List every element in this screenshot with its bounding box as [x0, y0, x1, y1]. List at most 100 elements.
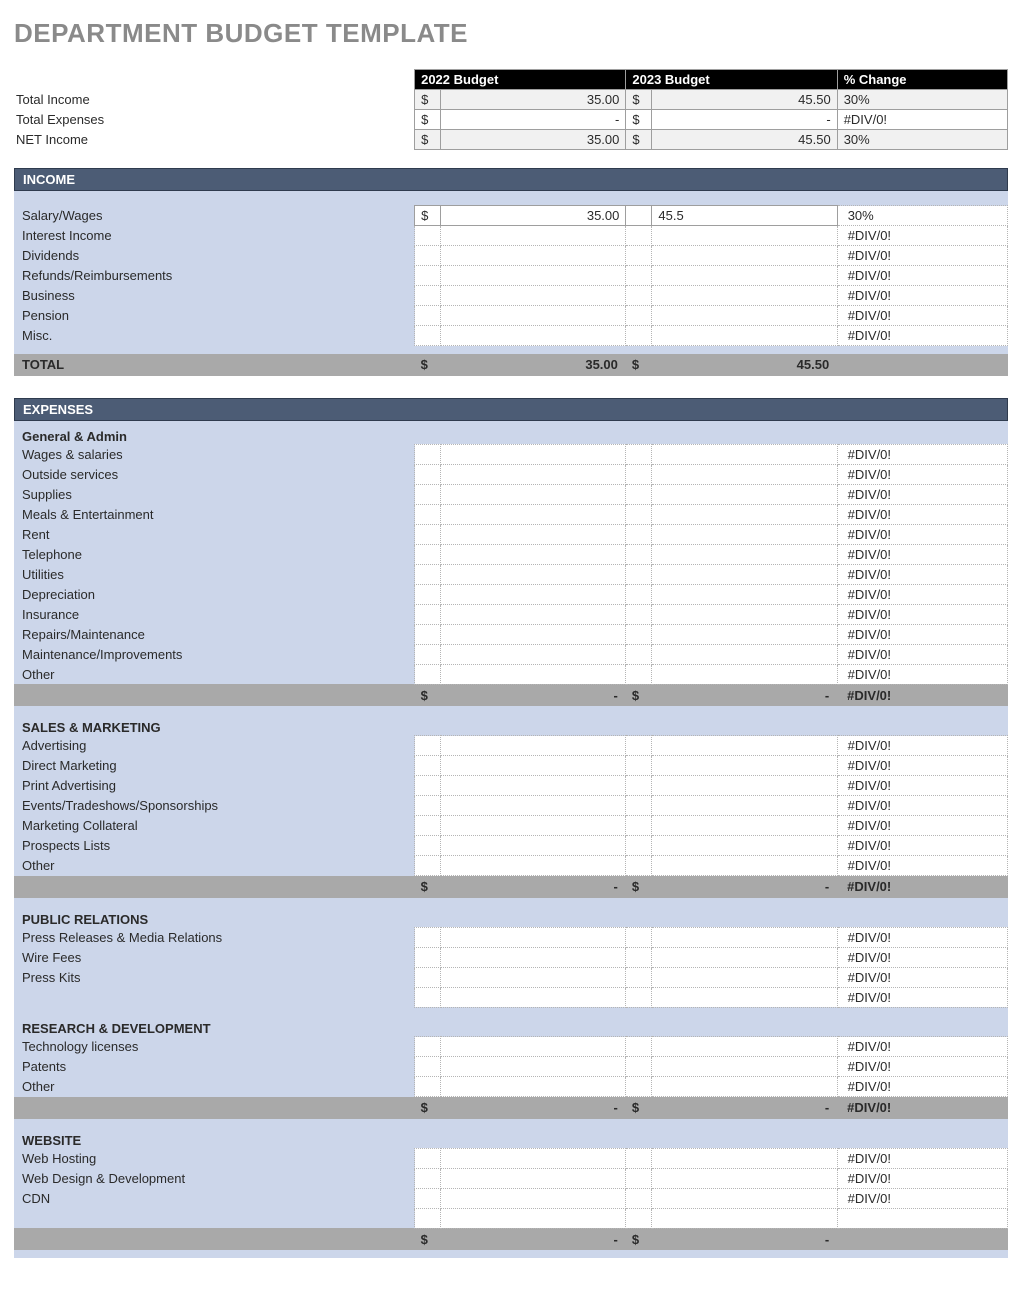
income-value-2023[interactable] [652, 326, 837, 346]
expense-currency-2023[interactable] [626, 736, 652, 756]
expense-value-2022[interactable] [441, 544, 626, 564]
expense-currency-2022[interactable] [415, 464, 441, 484]
expense-currency-2022[interactable] [415, 624, 441, 644]
expense-currency-2022[interactable] [415, 736, 441, 756]
expense-currency-2023[interactable] [626, 987, 652, 1007]
expense-currency-2023[interactable] [626, 756, 652, 776]
income-currency-2022[interactable] [415, 286, 441, 306]
expense-value-2023[interactable] [652, 504, 837, 524]
income-currency-2023[interactable] [626, 206, 652, 226]
expense-currency-2023[interactable] [626, 464, 652, 484]
expense-value-2023[interactable] [652, 464, 837, 484]
income-currency-2023[interactable] [626, 326, 652, 346]
expense-currency-2023[interactable] [626, 604, 652, 624]
expense-currency-2022[interactable] [415, 756, 441, 776]
expense-currency-2022[interactable] [415, 544, 441, 564]
expense-currency-2023[interactable] [626, 1208, 652, 1228]
expense-currency-2022[interactable] [415, 927, 441, 947]
expense-currency-2023[interactable] [626, 947, 652, 967]
expense-value-2022[interactable] [441, 1057, 626, 1077]
expense-currency-2022[interactable] [415, 1208, 441, 1228]
expense-value-2022[interactable] [441, 444, 626, 464]
expense-currency-2022[interactable] [415, 504, 441, 524]
expense-currency-2023[interactable] [626, 836, 652, 856]
expense-value-2022[interactable] [441, 816, 626, 836]
expense-value-2022[interactable] [441, 504, 626, 524]
expense-value-2023[interactable] [652, 644, 837, 664]
expense-currency-2022[interactable] [415, 967, 441, 987]
income-currency-2023[interactable] [626, 286, 652, 306]
expense-value-2023[interactable] [652, 524, 837, 544]
expense-currency-2023[interactable] [626, 644, 652, 664]
expense-value-2023[interactable] [652, 1168, 837, 1188]
expense-value-2022[interactable] [441, 644, 626, 664]
expense-value-2023[interactable] [652, 1188, 837, 1208]
expense-value-2023[interactable] [652, 736, 837, 756]
expense-value-2023[interactable] [652, 544, 837, 564]
income-currency-2023[interactable] [626, 226, 652, 246]
expense-value-2023[interactable] [652, 796, 837, 816]
expense-value-2023[interactable] [652, 604, 837, 624]
expense-value-2022[interactable] [441, 967, 626, 987]
expense-value-2023[interactable] [652, 756, 837, 776]
expense-currency-2023[interactable] [626, 564, 652, 584]
expense-currency-2023[interactable] [626, 1188, 652, 1208]
expense-value-2022[interactable] [441, 604, 626, 624]
income-value-2022[interactable] [441, 266, 626, 286]
expense-currency-2022[interactable] [415, 987, 441, 1007]
expense-value-2022[interactable] [441, 484, 626, 504]
expense-currency-2022[interactable] [415, 1057, 441, 1077]
expense-value-2023[interactable] [652, 624, 837, 644]
expense-value-2022[interactable] [441, 1148, 626, 1168]
expense-value-2022[interactable] [441, 1077, 626, 1097]
income-currency-2023[interactable] [626, 246, 652, 266]
expense-currency-2022[interactable] [415, 836, 441, 856]
income-value-2023[interactable] [652, 306, 837, 326]
expense-value-2022[interactable] [441, 1208, 626, 1228]
expense-currency-2022[interactable] [415, 604, 441, 624]
expense-value-2022[interactable] [441, 927, 626, 947]
expense-currency-2023[interactable] [626, 796, 652, 816]
income-value-2022[interactable]: 35.00 [441, 206, 626, 226]
income-currency-2022[interactable] [415, 266, 441, 286]
income-value-2023[interactable] [652, 226, 837, 246]
expense-value-2023[interactable] [652, 584, 837, 604]
expense-value-2022[interactable] [441, 856, 626, 876]
income-value-2022[interactable] [441, 246, 626, 266]
expense-value-2023[interactable] [652, 1208, 837, 1228]
income-currency-2022[interactable] [415, 306, 441, 326]
expense-currency-2022[interactable] [415, 1037, 441, 1057]
expense-value-2022[interactable] [441, 624, 626, 644]
expense-currency-2022[interactable] [415, 444, 441, 464]
income-value-2023[interactable] [652, 246, 837, 266]
expense-value-2022[interactable] [441, 524, 626, 544]
expense-value-2022[interactable] [441, 1188, 626, 1208]
income-currency-2023[interactable] [626, 306, 652, 326]
expense-currency-2023[interactable] [626, 927, 652, 947]
expense-value-2022[interactable] [441, 947, 626, 967]
expense-currency-2022[interactable] [415, 664, 441, 684]
expense-currency-2023[interactable] [626, 776, 652, 796]
income-value-2023[interactable] [652, 286, 837, 306]
expense-currency-2023[interactable] [626, 524, 652, 544]
expense-value-2023[interactable] [652, 1057, 837, 1077]
expense-value-2022[interactable] [441, 776, 626, 796]
income-currency-2023[interactable] [626, 266, 652, 286]
expense-currency-2022[interactable] [415, 1077, 441, 1097]
expense-currency-2023[interactable] [626, 544, 652, 564]
income-value-2022[interactable] [441, 286, 626, 306]
expense-value-2023[interactable] [652, 987, 837, 1007]
expense-currency-2023[interactable] [626, 967, 652, 987]
income-value-2023[interactable]: 45.5 [652, 206, 837, 226]
expense-currency-2022[interactable] [415, 776, 441, 796]
expense-currency-2023[interactable] [626, 1077, 652, 1097]
expense-value-2023[interactable] [652, 444, 837, 464]
summary-value-2022[interactable]: 35.00 [441, 90, 626, 110]
expense-currency-2023[interactable] [626, 1057, 652, 1077]
expense-value-2023[interactable] [652, 1077, 837, 1097]
expense-currency-2023[interactable] [626, 444, 652, 464]
expense-value-2022[interactable] [441, 987, 626, 1007]
expense-value-2023[interactable] [652, 776, 837, 796]
expense-currency-2022[interactable] [415, 947, 441, 967]
expense-currency-2023[interactable] [626, 856, 652, 876]
